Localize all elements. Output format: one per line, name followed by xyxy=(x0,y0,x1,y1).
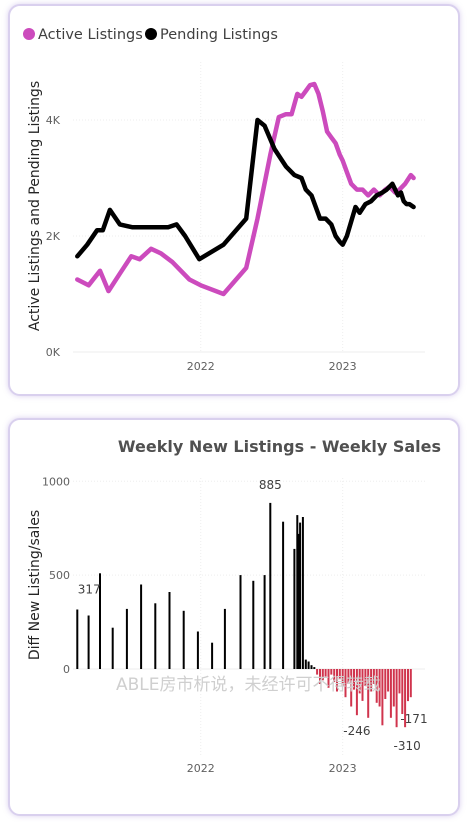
bar xyxy=(125,608,128,669)
bar xyxy=(344,669,347,698)
bar-chart-ticks: 0 500 1000 2022 2023 xyxy=(42,475,357,775)
bar-data-label: -310 xyxy=(394,739,421,753)
bar-chart-y-axis-label: Diff New Listing/sales xyxy=(27,510,43,660)
bar xyxy=(367,669,370,718)
bar xyxy=(223,608,226,669)
line-chart-ticks: 0K 2K 4K 2022 2023 xyxy=(46,114,357,373)
bar-chart-x-tick-label: 2022 xyxy=(187,762,215,775)
bar xyxy=(307,661,310,669)
bar xyxy=(381,669,384,726)
bar-data-label: 885 xyxy=(259,478,282,492)
bar-chart-y-tick-label: 1000 xyxy=(42,475,70,488)
line-chart-card xyxy=(8,4,460,396)
bar xyxy=(111,627,114,669)
bar xyxy=(341,669,344,686)
bar xyxy=(350,669,353,707)
bar-chart-data-labels: 317 885 -246 -171 -310 xyxy=(78,478,428,753)
bar-chart-grid xyxy=(73,478,425,757)
bar xyxy=(196,631,199,669)
bar xyxy=(87,615,90,669)
watermark: ABLE房市析说，未经许可不得转载 xyxy=(116,675,381,695)
bar xyxy=(395,669,398,728)
bar xyxy=(387,669,390,692)
bar xyxy=(301,517,304,669)
bar xyxy=(140,584,143,669)
bar xyxy=(319,669,321,684)
line-chart-x-tick-label: 2023 xyxy=(329,360,357,373)
bar xyxy=(336,669,338,692)
bar xyxy=(99,573,101,669)
bar xyxy=(239,575,242,669)
bar xyxy=(252,580,255,669)
bar xyxy=(154,603,157,669)
bar xyxy=(353,669,355,690)
bar-chart-y-tick-label: 0 xyxy=(63,663,70,676)
line-chart-legend[interactable]: Active Listings Pending Listings xyxy=(23,27,278,43)
bar xyxy=(296,515,299,669)
bar-chart-card xyxy=(8,418,460,816)
legend-marker-active-listings xyxy=(23,28,35,40)
bar xyxy=(358,669,361,694)
bar xyxy=(409,669,412,698)
bar xyxy=(330,669,333,675)
bar xyxy=(338,669,341,679)
bar xyxy=(76,609,79,669)
series-line-pending-listings xyxy=(75,117,416,262)
bar xyxy=(310,665,313,669)
line-chart-y-tick-label: 0K xyxy=(46,346,61,359)
bar xyxy=(211,642,214,669)
bar xyxy=(401,669,404,714)
bar xyxy=(361,669,364,701)
bar xyxy=(269,502,272,669)
bar-data-label: -171 xyxy=(400,712,427,726)
bar-data-label: 317 xyxy=(78,582,101,596)
bar xyxy=(327,669,330,688)
bar xyxy=(324,669,327,677)
bar-data-label: -246 xyxy=(343,724,370,738)
bar xyxy=(313,667,316,669)
bar-chart-x-tick-label: 2023 xyxy=(329,762,357,775)
legend-marker-pending-listings xyxy=(145,28,157,40)
bar xyxy=(282,521,285,669)
bar xyxy=(370,669,373,692)
series-line-active-listings xyxy=(75,81,416,297)
bar xyxy=(372,669,375,684)
line-chart-grid xyxy=(73,62,425,353)
bar xyxy=(263,575,266,669)
bar xyxy=(297,533,300,669)
line-chart-y-tick-label: 2K xyxy=(46,230,61,243)
bar xyxy=(321,669,324,681)
line-chart-y-tick-label: 4K xyxy=(46,114,61,127)
line-chart-series xyxy=(75,81,416,297)
bar xyxy=(304,659,307,669)
bar xyxy=(364,669,367,686)
bar-chart-y-tick-label: 500 xyxy=(49,569,70,582)
line-chart-x-tick-label: 2022 xyxy=(187,360,215,373)
bar-chart-title: Weekly New Listings - Weekly Sales xyxy=(118,437,441,456)
bar xyxy=(347,669,350,684)
bar xyxy=(375,669,378,703)
bar xyxy=(299,522,302,669)
bar xyxy=(182,610,185,669)
bar xyxy=(384,669,387,699)
bar-chart: Weekly New Listings - Weekly Sales 0 500 1… xyxy=(27,437,441,775)
line-chart-y-axis-label: Active Listings and Pending Listings xyxy=(27,81,43,331)
legend-label-active-listings: Active Listings xyxy=(38,27,143,43)
bar xyxy=(389,669,392,718)
bar xyxy=(168,592,171,669)
line-chart: 0K 2K 4K 2022 2023 Active Listings and Pendi… xyxy=(23,27,425,373)
bar xyxy=(398,669,401,694)
bar xyxy=(333,669,336,683)
bar xyxy=(316,669,319,675)
bar xyxy=(355,669,358,716)
bar xyxy=(378,669,381,707)
bar xyxy=(392,669,395,707)
bar xyxy=(407,669,409,702)
legend-label-pending-listings: Pending Listings xyxy=(160,27,278,43)
bar xyxy=(404,669,407,728)
bar xyxy=(293,548,296,669)
bar-chart-bars xyxy=(76,502,412,728)
